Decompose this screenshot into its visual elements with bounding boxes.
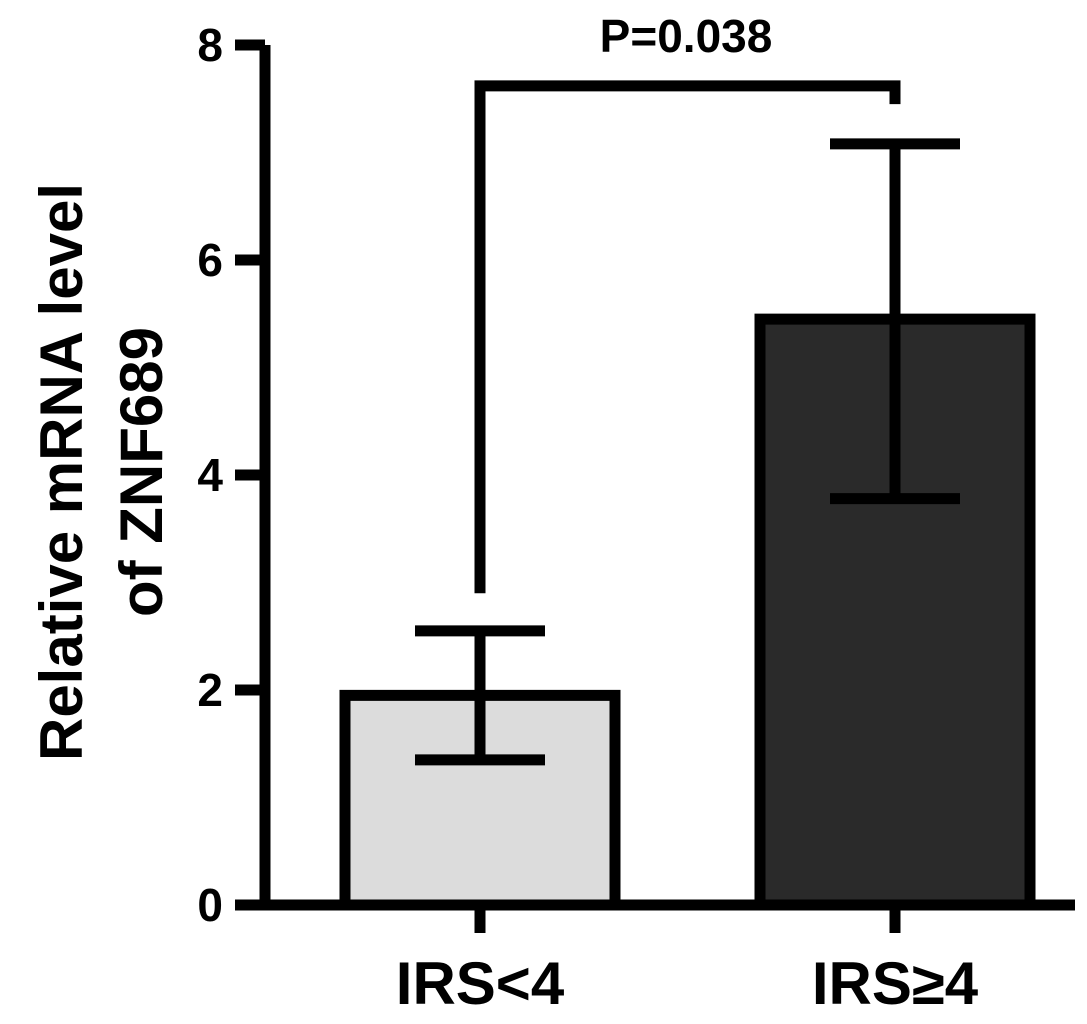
y-axis-label-line-1: Relative mRNA level bbox=[28, 183, 95, 761]
y-tick-label-4: 4 bbox=[197, 449, 223, 501]
significance-bracket bbox=[474, 80, 901, 594]
x-category-label-1: IRS<4 bbox=[396, 950, 565, 1017]
y-tick-label-8: 8 bbox=[197, 19, 223, 71]
significance-label: P=0.038 bbox=[600, 10, 773, 62]
y-axis-label-line-2: of ZNF689 bbox=[108, 327, 175, 617]
plot-area: 0 2 4 6 8 IRS<4 IRS≥4 bbox=[197, 19, 1075, 1017]
x-category-label-2: IRS≥4 bbox=[812, 950, 979, 1017]
y-tick-label-0: 0 bbox=[197, 879, 223, 931]
y-tick-label-2: 2 bbox=[197, 664, 223, 716]
y-tick-label-6: 6 bbox=[197, 234, 223, 286]
